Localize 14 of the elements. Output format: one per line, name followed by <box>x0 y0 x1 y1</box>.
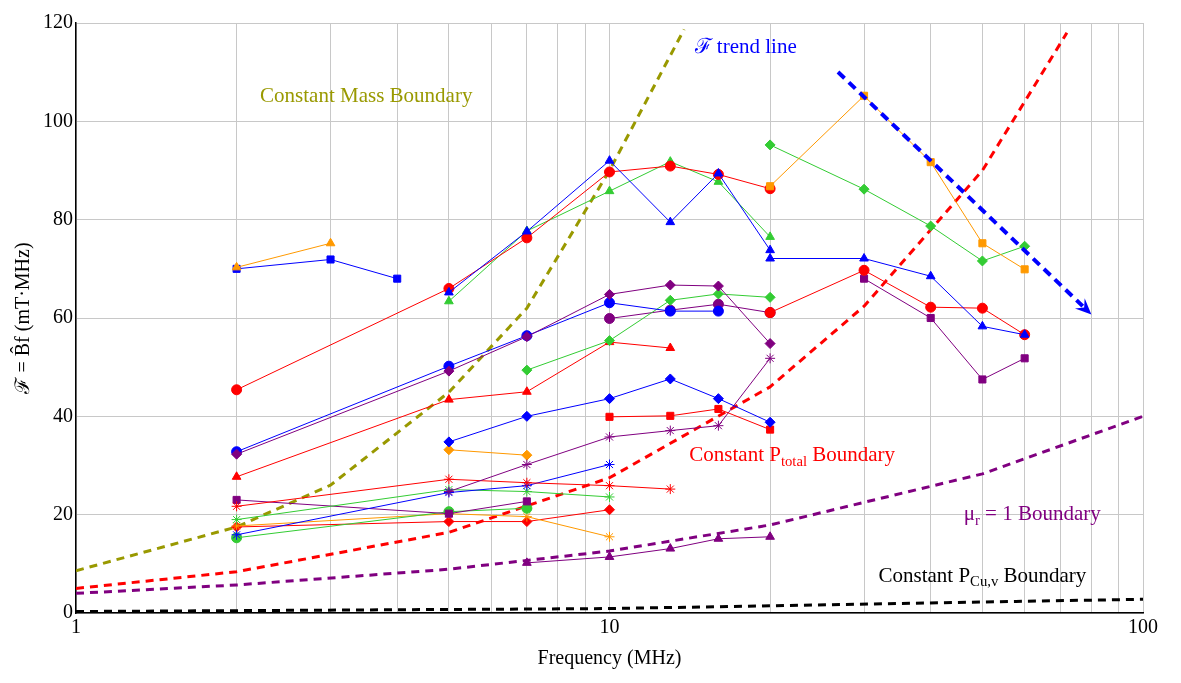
x-tick-label: 10 <box>599 615 620 638</box>
y-tick-label: 120 <box>43 10 73 33</box>
x-axis-title: Frequency (MHz) <box>537 646 682 670</box>
x-tick-label: 100 <box>1128 615 1158 638</box>
y-tick-label: 80 <box>53 206 73 229</box>
annotation: ℱ trend line <box>693 34 797 59</box>
x-tick-label: 1 <box>71 615 81 638</box>
y-tick-label: 0 <box>63 600 73 623</box>
text: Constant Mass Boundary <box>260 83 473 108</box>
y-axis-title: ℱ = B̂f (mT·MHz) <box>10 242 35 395</box>
y-tick-label: 40 <box>53 403 73 426</box>
y-tick-label: 20 <box>53 501 73 524</box>
y-tick-label: 100 <box>43 108 73 131</box>
y-tick-label: 60 <box>53 305 73 328</box>
